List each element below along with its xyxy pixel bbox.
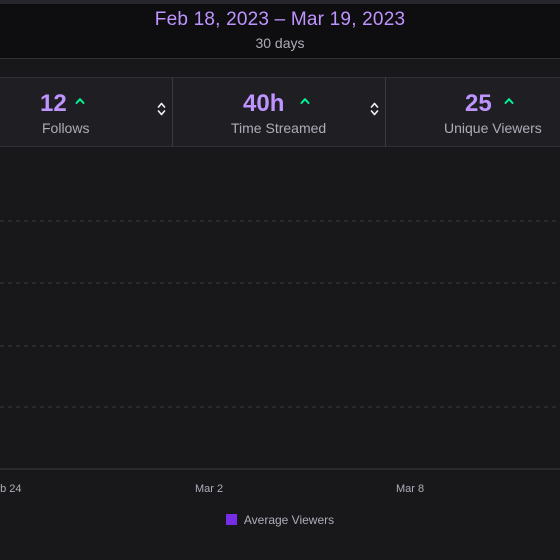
stat-follows-label: Follows	[42, 120, 90, 136]
stat-follows[interactable]: 12 Follows	[0, 78, 172, 146]
x-tick-label: Mar 2	[195, 483, 223, 495]
arrow-up-icon	[75, 98, 85, 104]
chart-legend[interactable]: Average Viewers	[0, 513, 560, 527]
date-range-label[interactable]: Feb 18, 2023 – Mar 19, 2023	[154, 9, 406, 30]
stat-unique-viewers[interactable]: 25 Unique Viewers	[386, 78, 560, 146]
stat-divider	[385, 78, 386, 146]
x-axis-ticks: eb 24 Mar 2 Mar 8	[0, 483, 424, 495]
arrow-up-icon	[300, 98, 310, 104]
legend-swatch	[225, 514, 237, 525]
stat-time-streamed-label: Time Streamed	[231, 120, 327, 136]
stat-unique-viewers-label: Unique Viewers	[444, 120, 542, 136]
sort-icon[interactable]	[370, 101, 379, 117]
stat-unique-viewers-value: 25	[465, 90, 492, 117]
spacer	[0, 58, 560, 77]
legend-label: Average Viewers	[243, 513, 335, 527]
grid-lines	[0, 220, 560, 408]
duration-label: 30 days	[255, 35, 305, 51]
stat-divider	[172, 78, 173, 146]
stat-time-streamed-value: 40h	[243, 90, 285, 117]
stat-time-streamed[interactable]: 40h Time Streamed	[173, 78, 385, 146]
x-tick-label: Mar 8	[396, 483, 424, 495]
arrow-up-icon	[504, 98, 514, 104]
stats-bar: 12 Follows 40h Time Streamed 25 Unique V…	[0, 77, 560, 147]
date-range-header: Feb 18, 2023 – Mar 19, 2023 30 days	[0, 0, 560, 58]
top-divider	[0, 0, 560, 4]
x-tick-label: eb 24	[0, 483, 22, 495]
stat-follows-value: 12	[40, 90, 67, 117]
average-viewers-chart: eb 24 Mar 2 Mar 8	[0, 220, 560, 495]
sort-icon[interactable]	[157, 101, 166, 117]
